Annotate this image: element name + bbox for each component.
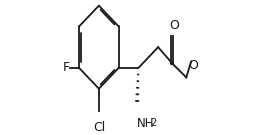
Text: NH: NH (137, 117, 154, 130)
Text: O: O (188, 59, 198, 72)
Text: 2: 2 (150, 118, 157, 128)
Text: Cl: Cl (93, 121, 105, 134)
Text: O: O (169, 19, 179, 32)
Text: F: F (62, 61, 70, 74)
